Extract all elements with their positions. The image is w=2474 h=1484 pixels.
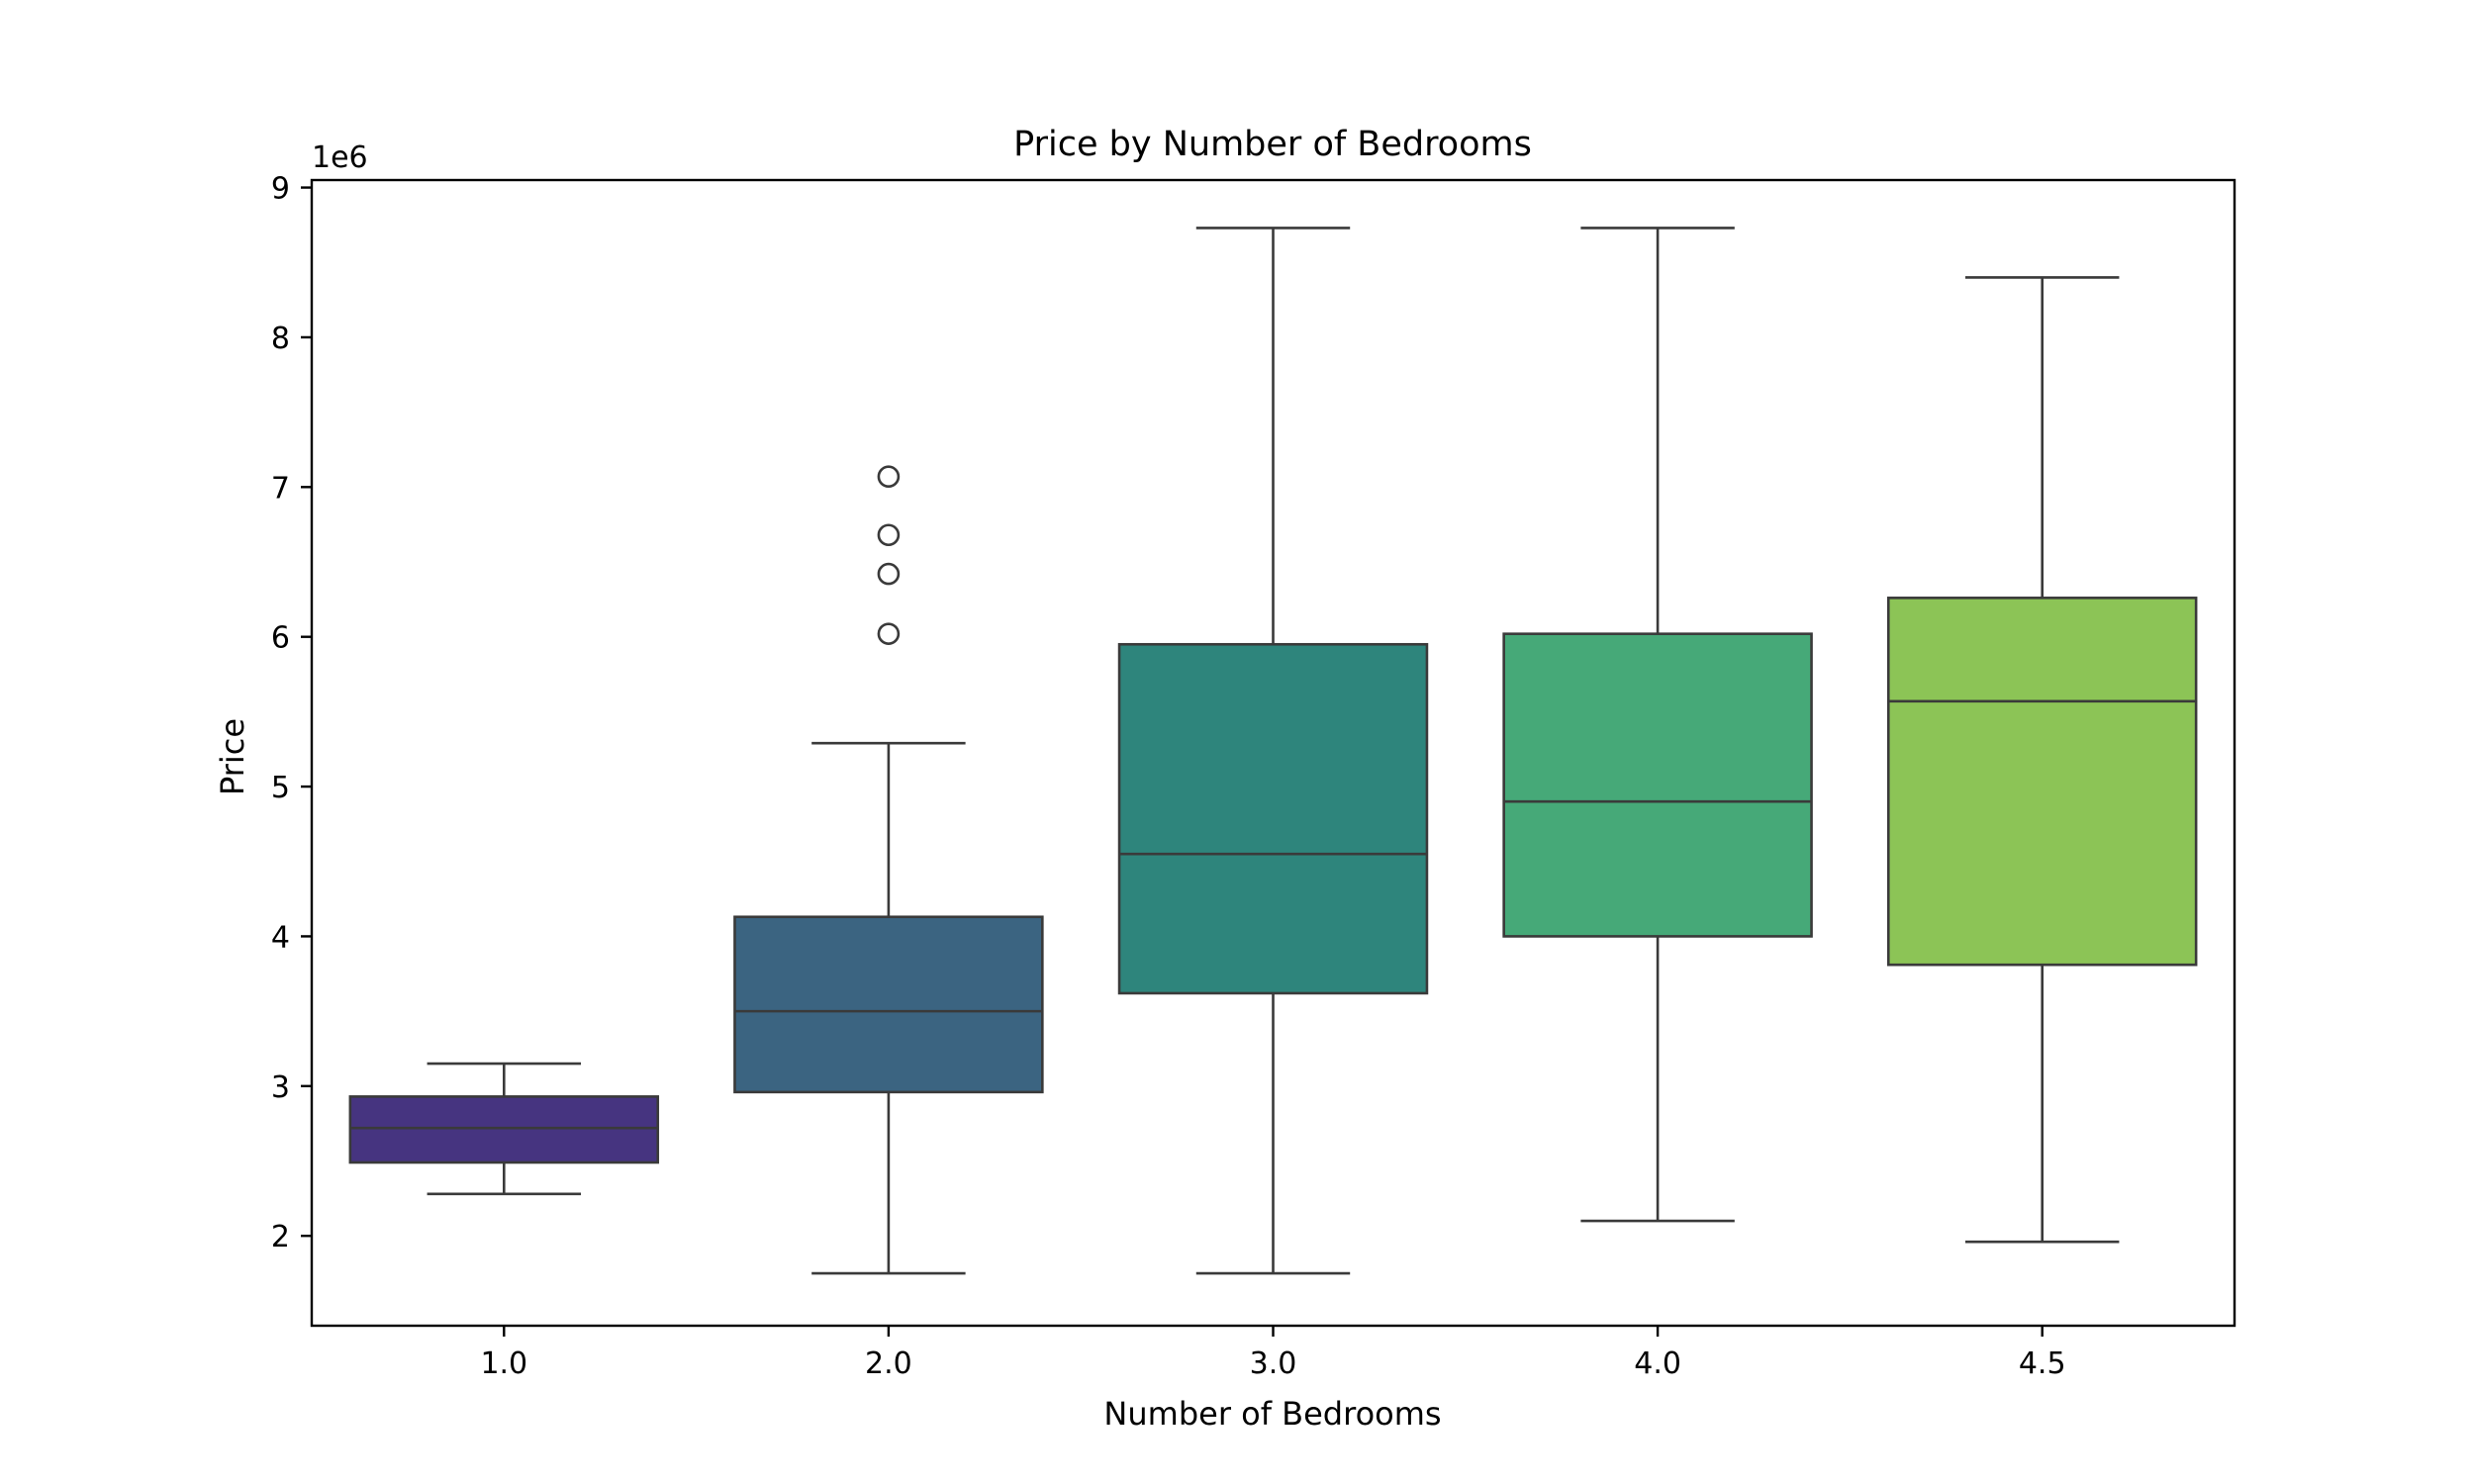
y-tick-label: 5: [271, 771, 290, 805]
y-tick-label: 2: [271, 1220, 290, 1254]
box-iqr: [1117, 642, 1429, 995]
outlier-point: [877, 562, 901, 586]
x-tick-label: 1.0: [480, 1346, 527, 1381]
y-tick-label: 8: [271, 322, 290, 356]
y-axis: 2 3 4 5 6 7 8 9: [271, 172, 312, 1254]
box-iqr: [1502, 632, 1813, 938]
box-3.0: [1117, 227, 1429, 1275]
y-tick-label: 7: [271, 471, 290, 506]
y-tick-label: 6: [271, 621, 290, 656]
y-axis-label: Price: [214, 718, 251, 795]
box-1.0: [348, 1062, 660, 1196]
x-tick-label: 3.0: [1250, 1346, 1297, 1381]
outlier-point: [877, 622, 901, 645]
box-iqr: [348, 1095, 660, 1164]
chart-title: Price by Number of Bedrooms: [1013, 125, 1532, 164]
x-tick-label: 4.0: [1634, 1346, 1681, 1381]
box-iqr: [1886, 597, 2198, 967]
box-4.0: [1502, 227, 1813, 1223]
plot-frame: [310, 178, 2236, 1328]
y-tick-label: 3: [271, 1070, 290, 1105]
x-axis-label: Number of Bedrooms: [1103, 1395, 1441, 1433]
boxes-group: [348, 227, 2198, 1275]
box-2.0: [733, 465, 1044, 1275]
outlier-point: [877, 465, 901, 489]
outlier-point: [877, 523, 901, 547]
y-axis-offset-text: 1e6: [312, 140, 368, 175]
box-iqr: [733, 915, 1044, 1094]
y-tick-label: 4: [271, 920, 290, 955]
y-tick-label: 9: [271, 172, 290, 207]
x-axis: 1.0 2.0 3.0 4.0 4.5: [480, 1326, 2066, 1381]
x-tick-label: 4.5: [2019, 1346, 2066, 1381]
box-4.5: [1886, 276, 2198, 1244]
x-tick-label: 2.0: [865, 1346, 912, 1381]
